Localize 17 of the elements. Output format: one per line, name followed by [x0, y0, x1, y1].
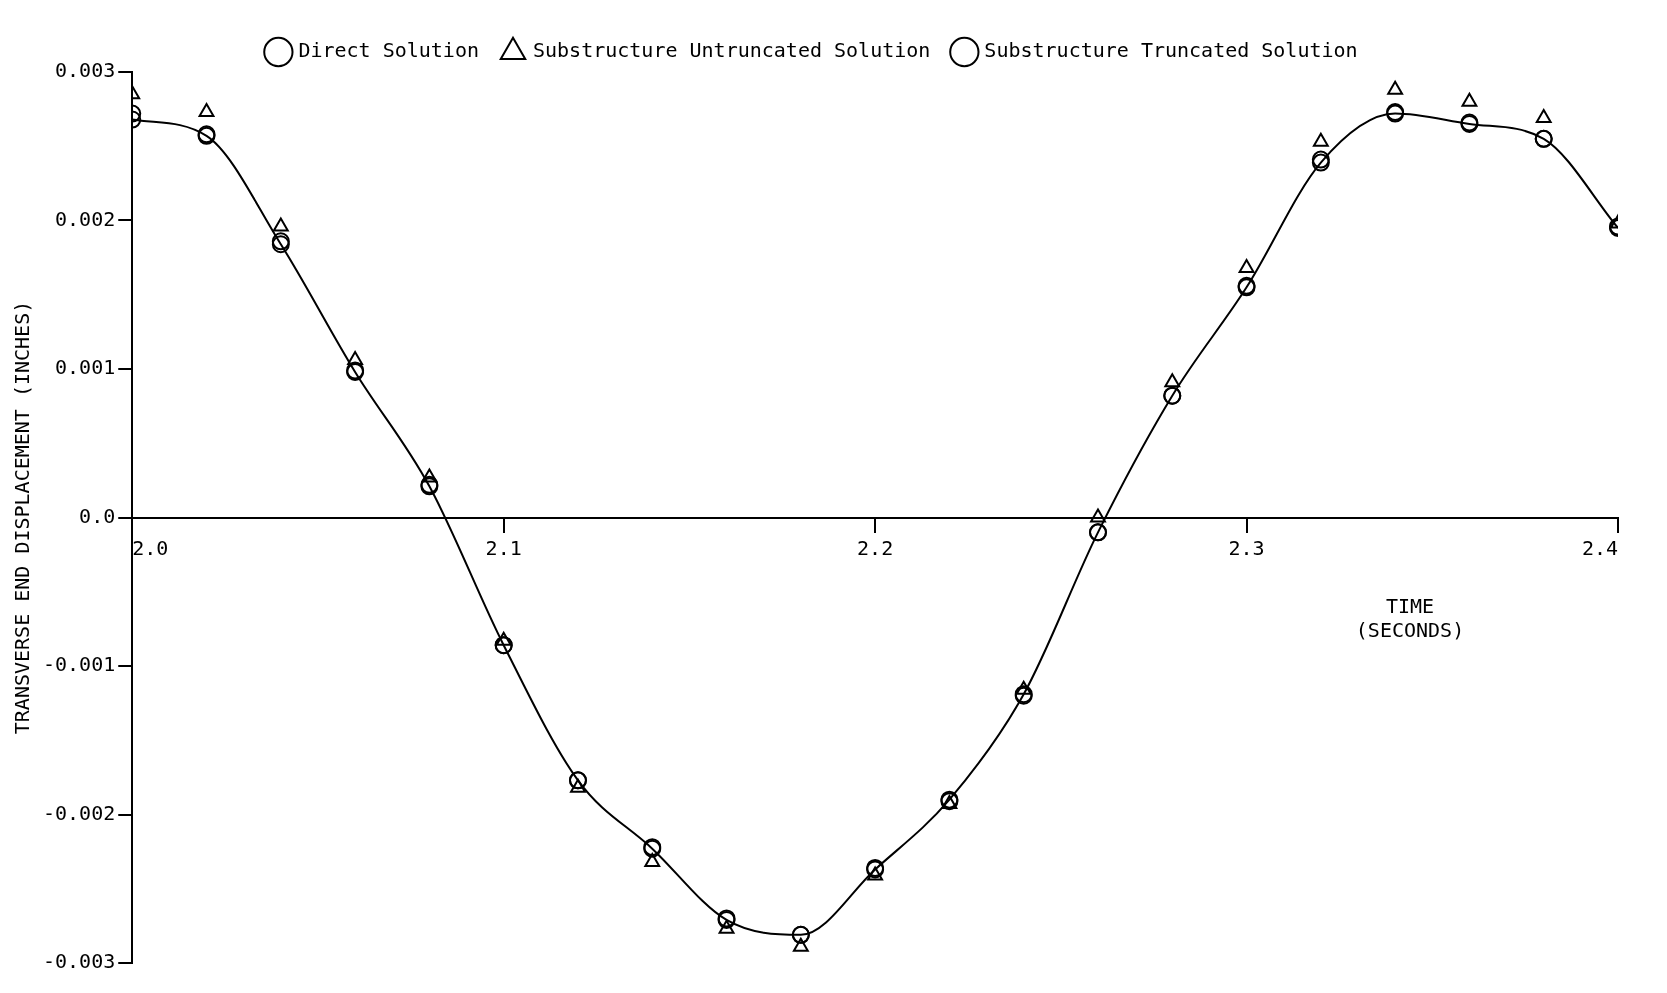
y-tick-label: -0.003 — [43, 949, 116, 974]
x-tick-label: 2.3 — [1228, 535, 1265, 560]
legend-label: Direct Solution — [298, 38, 479, 63]
y-tick-label: 0.001 — [55, 355, 116, 380]
y-tick-label: 0.003 — [55, 58, 116, 83]
y-tick-label: 0.002 — [55, 206, 116, 231]
legend-label: Substructure Untruncated Solution — [533, 38, 931, 63]
x-tick-label: 2.1 — [485, 535, 522, 560]
legend-label: Substructure Truncated Solution — [984, 38, 1358, 63]
y-axis-title: TRANSVERSE END DISPLACEMENT (INCHES) — [10, 300, 35, 735]
x-tick-label: 2.4 — [1581, 535, 1618, 560]
y-tick-label: 0.0 — [79, 503, 116, 528]
y-tick-label: -0.001 — [43, 652, 116, 677]
x-tick-label: 2.0 — [132, 535, 169, 560]
x-tick-label: 2.2 — [857, 535, 894, 560]
x-axis-title: TIME (SECONDS) — [1355, 593, 1465, 642]
y-tick-label: -0.002 — [43, 800, 116, 825]
